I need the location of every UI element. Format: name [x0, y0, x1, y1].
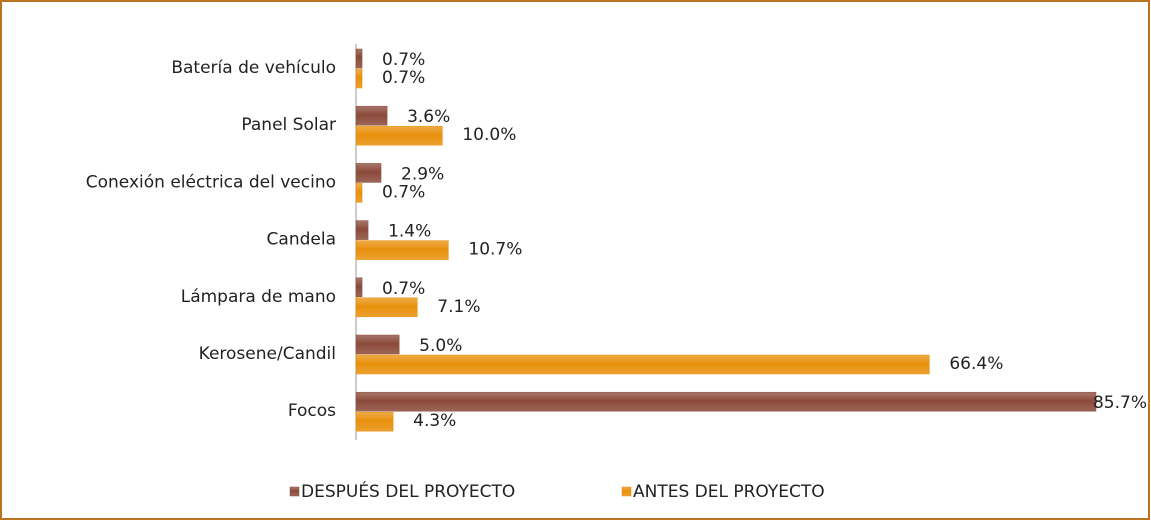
y-tick-label: Lámpara de mano [181, 287, 336, 307]
data-label: 66.4% [949, 354, 1003, 374]
data-label: 0.7% [382, 182, 425, 202]
y-tick-label: Batería de vehículo [171, 58, 336, 78]
y-tick-label: Kerosene/Candil [199, 344, 336, 364]
bar [355, 391, 1097, 412]
data-label: 0.7% [382, 279, 425, 299]
data-label: 85.7% [1093, 393, 1147, 413]
data-label: 3.6% [407, 107, 450, 127]
data-label: 4.3% [413, 411, 456, 431]
y-tick-label: Candela [267, 230, 336, 250]
bar [355, 48, 363, 69]
bar [355, 125, 443, 146]
y-tick-label: Conexión eléctrica del vecino [86, 172, 336, 192]
data-label: 10.0% [462, 125, 516, 145]
legend-label: DESPUÉS DEL PROYECTO [301, 480, 515, 502]
data-label: 1.4% [388, 222, 431, 242]
data-label: 5.0% [419, 336, 462, 356]
legend-swatch [289, 486, 300, 497]
bar [355, 68, 363, 89]
bar [355, 240, 449, 260]
data-label: 2.9% [401, 164, 444, 184]
y-tick-label: Focos [288, 401, 336, 421]
bar [355, 163, 382, 183]
bar [355, 334, 400, 355]
legend-swatch [621, 486, 632, 497]
bar [355, 297, 418, 318]
data-label: 0.7% [382, 68, 425, 88]
bar [355, 105, 388, 126]
bar [355, 183, 363, 203]
legend-label: ANTES DEL PROYECTO [633, 482, 825, 502]
bar [355, 354, 930, 375]
data-label: 0.7% [382, 50, 425, 70]
data-label: 7.1% [437, 297, 480, 317]
bar [355, 411, 394, 432]
bar [355, 220, 369, 240]
bar [355, 277, 363, 298]
data-label: 10.7% [468, 240, 522, 260]
y-tick-label: Panel Solar [241, 115, 336, 135]
